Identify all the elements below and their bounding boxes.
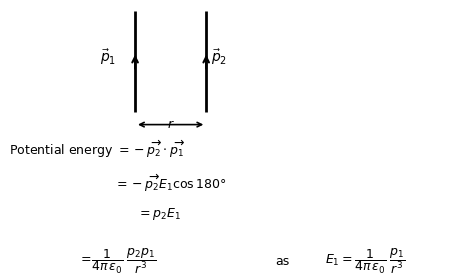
Text: $= p_2 E_1$: $= p_2 E_1$ [137,206,181,222]
Text: Potential energy $= -\overrightarrow{p_2}\cdot\overrightarrow{p_1}$: Potential energy $= -\overrightarrow{p_2… [9,139,185,160]
Text: $E_1 = \dfrac{1}{4\pi\,\epsilon_0}\;\dfrac{p_1}{r^3}$: $E_1 = \dfrac{1}{4\pi\,\epsilon_0}\;\dfr… [325,247,405,276]
Text: $= -\overrightarrow{p_2}E_1\cos 180°$: $= -\overrightarrow{p_2}E_1\cos 180°$ [114,173,226,194]
Text: $\vec{p}_2$: $\vec{p}_2$ [211,48,227,67]
Text: $r$: $r$ [167,118,174,131]
Text: $=\!\dfrac{1}{4\pi\,\epsilon_0}\;\dfrac{p_2 p_1}{r^3}$: $=\!\dfrac{1}{4\pi\,\epsilon_0}\;\dfrac{… [78,247,156,276]
Text: $\vec{p}_1$: $\vec{p}_1$ [100,48,116,67]
Text: as: as [275,255,289,268]
